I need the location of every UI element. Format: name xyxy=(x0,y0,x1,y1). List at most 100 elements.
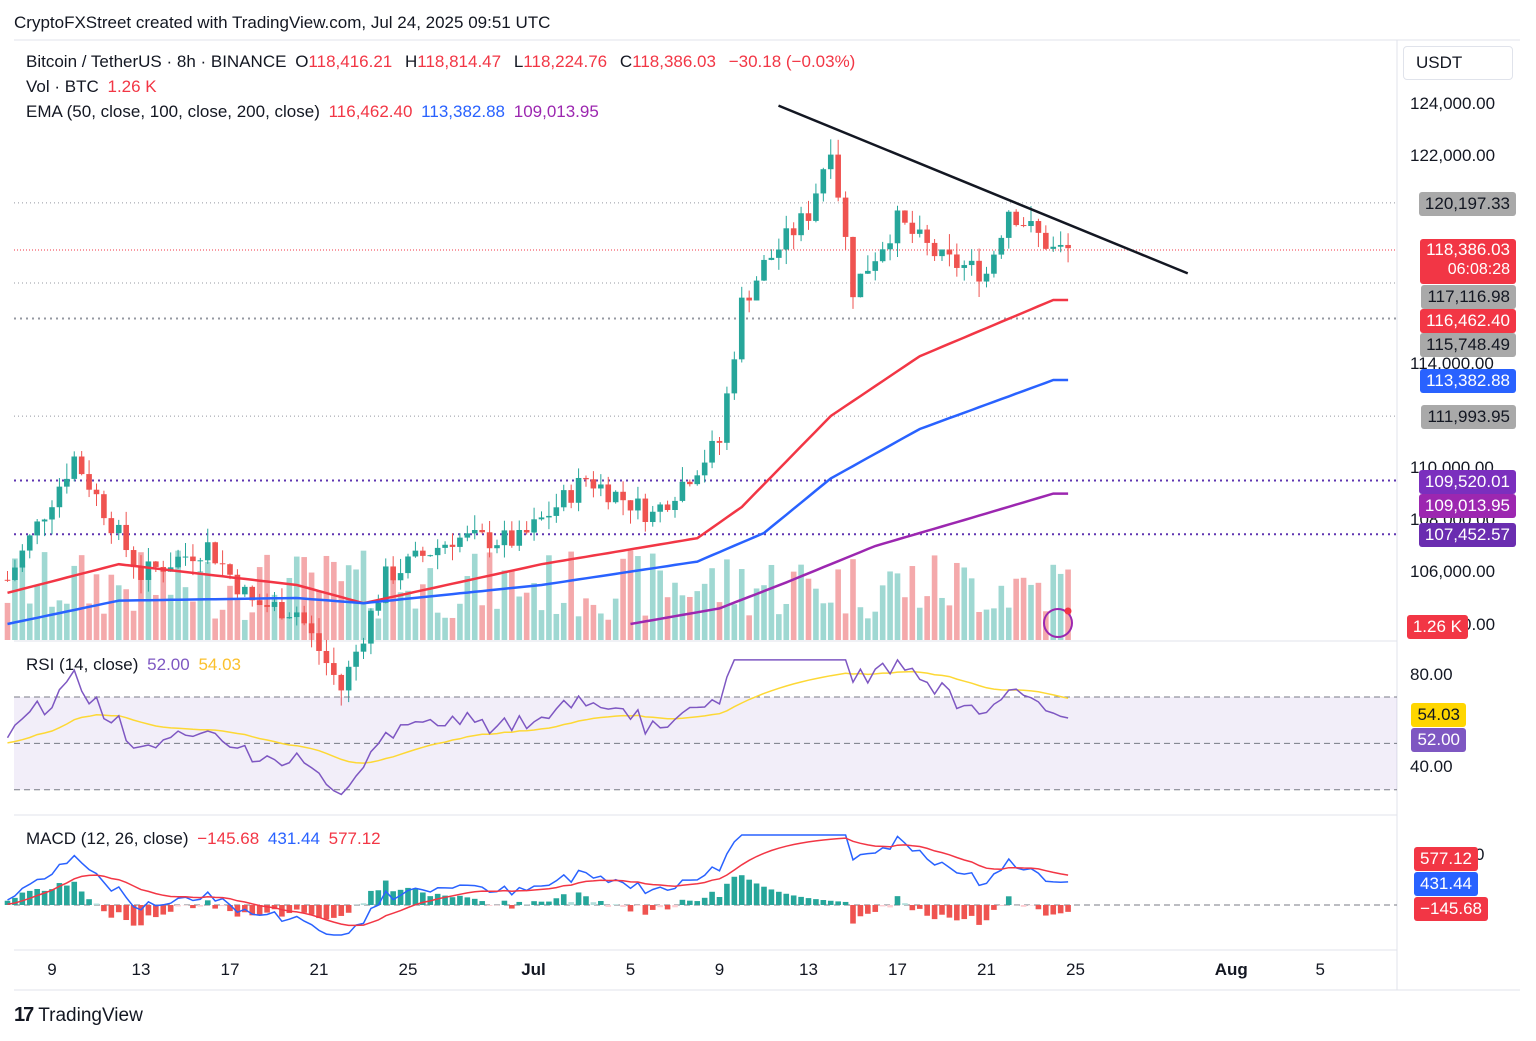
volume-bar xyxy=(998,585,1005,640)
macd-histogram-bar xyxy=(301,905,307,913)
candle-body xyxy=(568,490,574,503)
volume-bar xyxy=(657,570,663,640)
candle-body xyxy=(976,260,982,282)
currency-button[interactable]: USDT xyxy=(1403,46,1513,80)
ema-legend[interactable]: EMA (50, close, 100, close, 200, close) … xyxy=(26,102,603,122)
macd-histogram-bar xyxy=(776,891,782,905)
price-badge-h6: 107,452.57 xyxy=(1418,523,1516,547)
date-label: 9 xyxy=(47,960,57,979)
macd-histogram-bar xyxy=(256,905,263,915)
date-label: 25 xyxy=(1066,960,1085,979)
rsi-axis-label: 40.00 xyxy=(1410,757,1453,776)
candle-body xyxy=(649,511,656,523)
volume-bar xyxy=(731,604,738,640)
price-badge-h2: 117,116.98 xyxy=(1421,285,1516,309)
macd-histogram-bar xyxy=(449,897,456,905)
candle-body xyxy=(449,544,456,547)
volume-bar xyxy=(412,608,419,640)
tradingview-logo[interactable]: 17 TradingView xyxy=(14,1004,143,1027)
ohlc-close: C118,386.03 xyxy=(619,52,716,71)
candle-body xyxy=(427,555,434,557)
volume-bar xyxy=(746,615,752,640)
volume-bar xyxy=(850,559,856,640)
rsi-legend[interactable]: RSI (14, close) 52.00 54.03 xyxy=(26,655,245,675)
macd-histogram-bar xyxy=(345,905,352,913)
price-badge-h4: 111,993.95 xyxy=(1421,405,1516,429)
candle-body xyxy=(776,249,782,258)
candle-body xyxy=(894,210,901,244)
candle-body xyxy=(256,600,263,606)
macd-histogram-bar xyxy=(983,905,990,921)
macd-histogram-bar xyxy=(212,905,218,909)
candle-body xyxy=(590,479,597,489)
macd-histogram-bar xyxy=(501,900,508,905)
candle-body xyxy=(605,484,612,503)
candle-body xyxy=(1020,225,1027,227)
volume-bar xyxy=(93,574,100,640)
candle-body xyxy=(575,477,582,503)
macd-histogram-bar xyxy=(649,905,656,910)
candle-body xyxy=(709,440,715,463)
macd-histogram-bar xyxy=(931,905,938,920)
volume-bar xyxy=(694,591,701,640)
candle-body xyxy=(249,586,256,601)
macd-histogram-bar xyxy=(998,905,1005,907)
candle-body xyxy=(145,561,152,580)
volume-bar xyxy=(19,565,26,640)
price-axis-label: 114,000.00 xyxy=(1410,354,1494,373)
volume-bar xyxy=(427,568,434,640)
macd-legend[interactable]: MACD (12, 26, close) −145.68 431.44 577.… xyxy=(26,829,385,849)
volume-legend[interactable]: Vol · BTC 1.26 K xyxy=(26,77,161,97)
volume-bar xyxy=(34,585,40,640)
volume-bar xyxy=(501,570,508,640)
candles-layer xyxy=(4,139,1071,706)
volume-bar xyxy=(78,555,85,640)
volume-bar xyxy=(954,562,960,640)
volume-bar xyxy=(687,596,693,640)
macd-histogram-bar xyxy=(805,898,812,905)
rsi-axis-label: 80.00 xyxy=(1410,665,1453,684)
volume-bar xyxy=(375,618,382,640)
ohlc-high: H118,814.47 xyxy=(404,52,502,71)
candle-body xyxy=(642,498,649,523)
volume-bar xyxy=(916,607,923,640)
candle-body xyxy=(761,259,767,281)
macd-histogram-bar xyxy=(93,903,100,905)
volume-bar xyxy=(271,594,278,640)
macd-histogram-bar xyxy=(390,891,396,905)
candle-body xyxy=(49,507,55,520)
candle-body xyxy=(1065,244,1071,249)
macd-histogram-bar xyxy=(902,903,908,905)
candle-body xyxy=(939,249,945,257)
macd-histogram-bar xyxy=(145,905,152,916)
volume-bar xyxy=(531,583,537,640)
volume-bar xyxy=(976,611,982,640)
candle-body xyxy=(909,222,916,234)
candle-body xyxy=(850,236,856,298)
macd-histogram-bar xyxy=(12,897,18,905)
macd-histogram-bar xyxy=(279,905,285,917)
candle-body xyxy=(434,547,441,556)
macd-histogram-bar xyxy=(101,905,107,912)
volume-bar xyxy=(449,617,456,640)
volume-bar xyxy=(434,612,441,640)
volume-bar xyxy=(649,553,656,640)
volume-bar xyxy=(442,617,448,640)
candle-body xyxy=(308,623,315,634)
candle-body xyxy=(738,297,745,360)
tradingview-logo-text: TradingView xyxy=(38,1004,143,1026)
macd-histogram-bar xyxy=(664,905,671,910)
candle-body xyxy=(130,550,137,568)
candle-body xyxy=(108,518,115,534)
macd-histogram-bar xyxy=(642,905,649,915)
macd-histogram-bar xyxy=(1020,905,1027,907)
macd-histogram-bar xyxy=(753,883,760,905)
candle-body xyxy=(546,515,552,518)
candle-body xyxy=(501,530,508,546)
symbol-title[interactable]: Bitcoin / TetherUS · 8h · BINANCE xyxy=(26,52,287,71)
macd-histogram-bar xyxy=(976,905,982,925)
macd-histogram-bar xyxy=(397,889,404,905)
volume-bar xyxy=(197,571,204,640)
macd-histogram-bar xyxy=(894,896,901,905)
